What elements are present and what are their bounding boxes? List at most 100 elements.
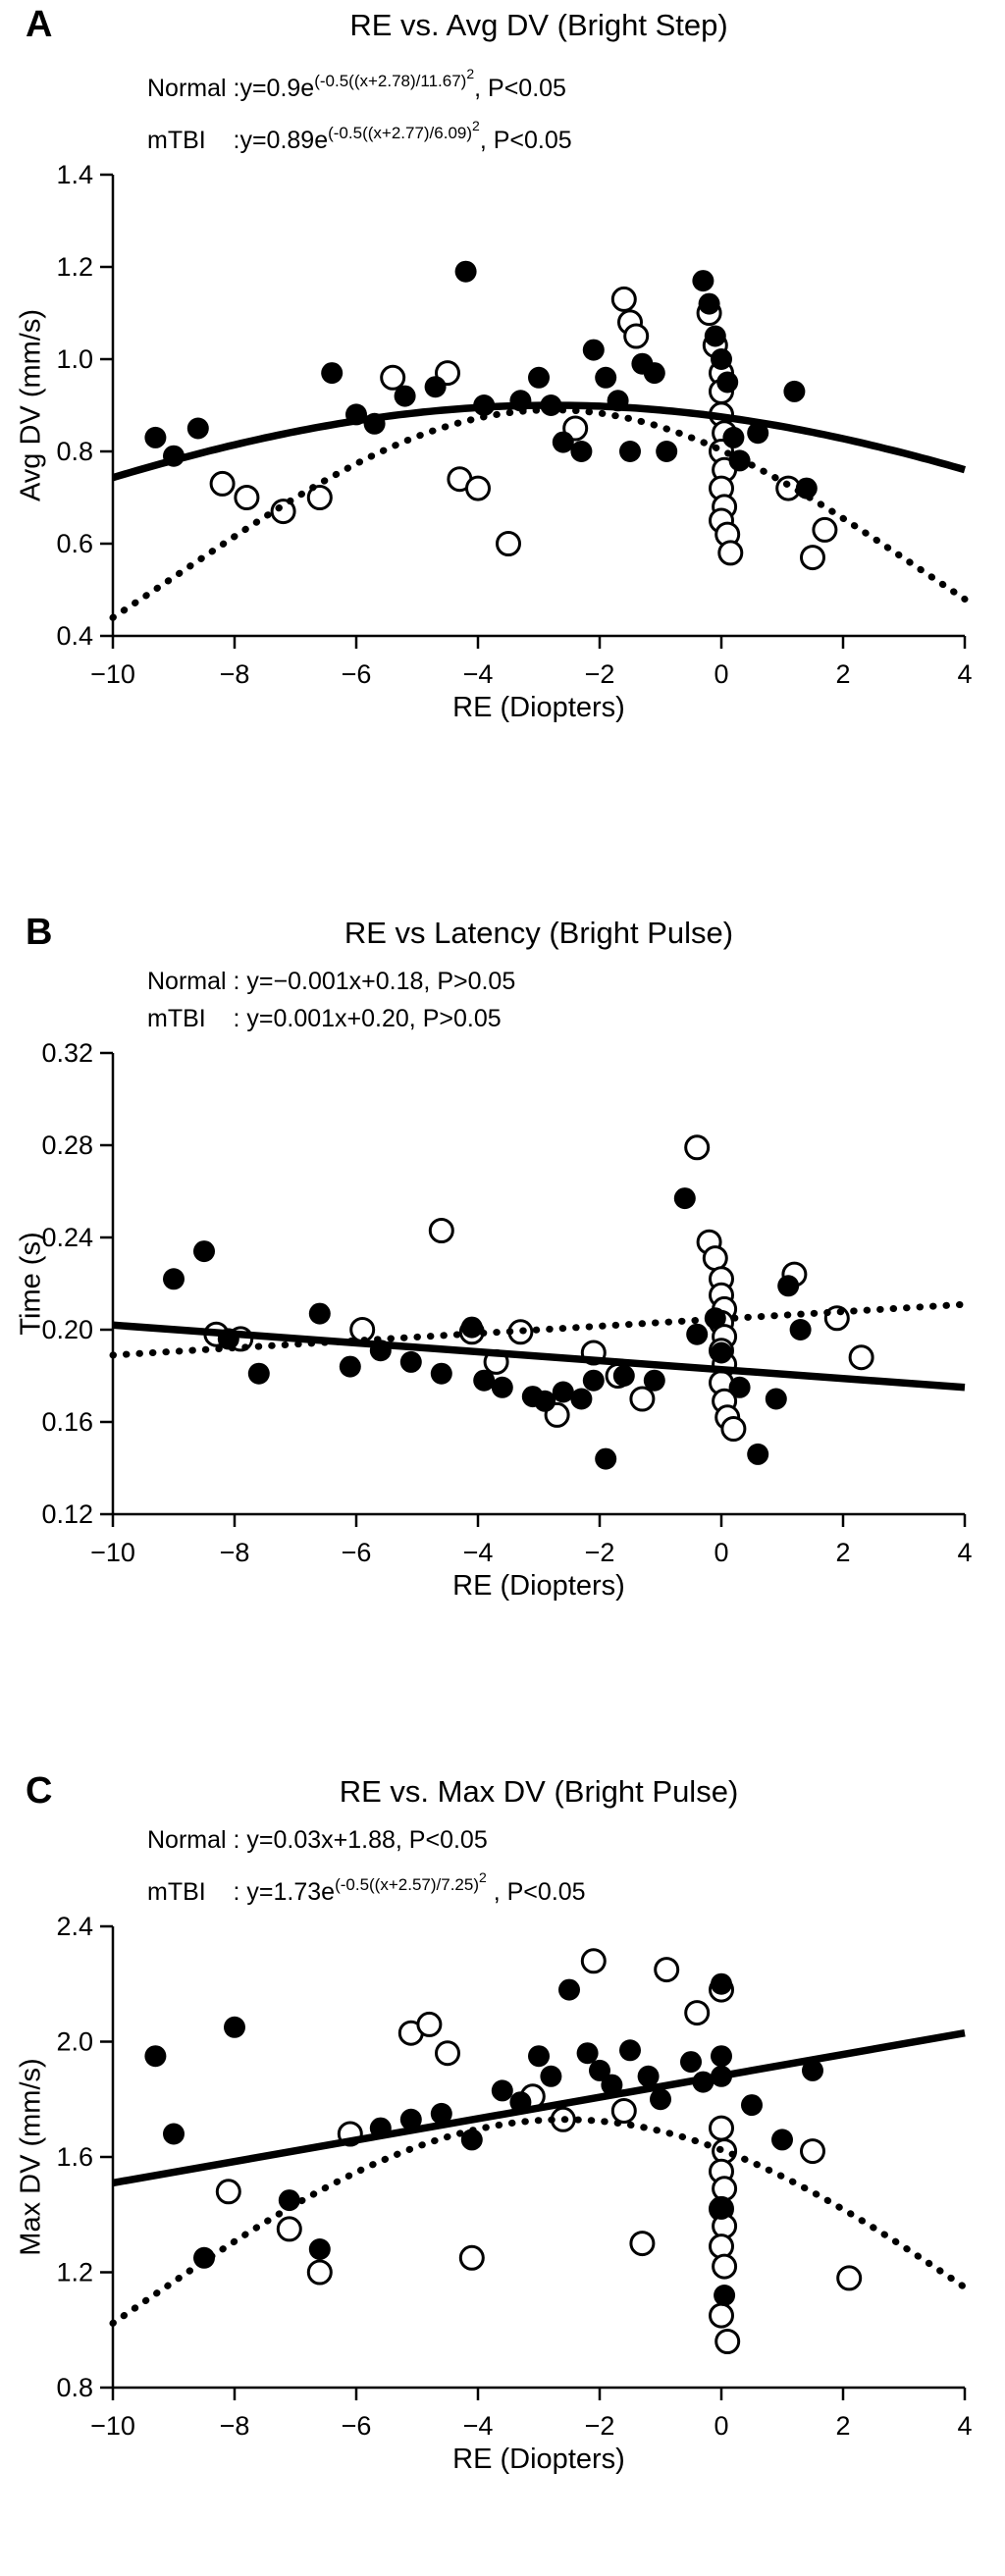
y-tick-label: 0.20: [41, 1315, 93, 1344]
x-tick-label: 2: [835, 2411, 850, 2441]
data-point-Normal: [460, 2129, 483, 2151]
x-tick-label: 4: [957, 1538, 972, 1567]
data-point-Normal: [802, 2059, 823, 2081]
fit-curve-mTBI: [109, 1300, 969, 1359]
x-tick-label: −4: [463, 659, 494, 689]
data-point-mTBI: [684, 2000, 711, 2026]
data-point-Normal: [460, 1316, 483, 1339]
data-point-Normal: [795, 477, 818, 499]
data-point-mTBI: [800, 2138, 825, 2165]
data-point-mTBI: [209, 470, 236, 497]
y-axis-label: Max DV (mm/s): [15, 2058, 47, 2256]
data-point-Normal: [601, 2074, 623, 2096]
x-tick-label: 2: [835, 1538, 850, 1567]
data-point-Normal: [552, 431, 574, 453]
data-point-Normal: [473, 1369, 496, 1392]
data-point-Normal: [595, 1447, 617, 1470]
data-point-Normal: [430, 2102, 452, 2125]
x-tick-label: 4: [957, 659, 972, 689]
data-point-Normal: [714, 2285, 736, 2306]
x-tick-label: 0: [714, 1538, 728, 1567]
data-point-Normal: [589, 2059, 610, 2081]
data-point-Normal: [704, 325, 726, 347]
data-point-Normal: [528, 366, 550, 389]
data-point-Normal: [777, 1275, 800, 1297]
x-tick-label: −2: [585, 2411, 615, 2441]
data-point-mTBI: [684, 1134, 711, 1161]
y-tick-label: 0.12: [41, 1499, 93, 1529]
data-point-Normal: [491, 2079, 513, 2102]
data-point-mTBI: [717, 540, 744, 566]
data-point-Normal: [673, 1187, 696, 1210]
data-point-Normal: [716, 371, 739, 394]
x-tick-label: −6: [342, 2411, 372, 2441]
x-tick-label: −2: [585, 1538, 615, 1567]
data-point-Normal: [193, 1240, 215, 1263]
data-point-mTBI: [714, 2329, 741, 2354]
fit-equations: Normal :y=0.9e(-0.5((x+2.78)/11.67)2, P<…: [147, 55, 1005, 159]
data-point-Normal: [491, 1376, 513, 1398]
data-point-Normal: [399, 1350, 422, 1373]
plot-area: Avg DV (mm/s) 0.4 0.6 0.8 1.0 1.2 1.4 −10 −8 −6 −…: [0, 165, 1005, 700]
y-tick-label: 0.6: [56, 529, 93, 558]
panel-A: A RE vs. Avg DV (Bright Step) Normal :y=…: [0, 0, 1005, 859]
data-point-Normal: [650, 2088, 671, 2111]
y-tick-label: 0.32: [41, 1043, 93, 1068]
data-point-mTBI: [702, 1245, 728, 1272]
data-point-Normal: [144, 2045, 167, 2068]
data-point-mTBI: [215, 2179, 241, 2205]
x-tick-label: −8: [220, 1538, 250, 1567]
data-point-Normal: [692, 270, 714, 292]
fit-equations: Normal : y=−0.001x+0.18, P>0.05 mTBI : y=…: [147, 963, 1005, 1037]
data-point-Normal: [528, 2045, 550, 2068]
data-point-Normal: [576, 2042, 599, 2065]
plot-area: Max DV (mm/s) 0.8 1.2 1.6 2.0 2.4 −10 −8 −6 −4 −2…: [0, 1917, 1005, 2451]
panel-B: B RE vs Latency (Bright Pulse) Normal : …: [0, 859, 1005, 1717]
y-tick-label: 0.28: [41, 1130, 93, 1160]
data-point-Normal: [656, 441, 678, 462]
y-axis-label: Time (s): [15, 1232, 47, 1336]
data-point-Normal: [540, 2065, 562, 2087]
data-point-mTBI: [416, 2011, 443, 2037]
fit-equation: mTBI :y=0.89e(-0.5((x+2.77)/6.09)2, P<0.…: [147, 118, 572, 154]
data-point-mTBI: [306, 2259, 333, 2286]
data-point-Normal: [711, 1341, 732, 1364]
x-tick-label: 0: [714, 659, 728, 689]
data-point-Normal: [619, 441, 641, 462]
data-point-Normal: [728, 1376, 751, 1398]
panel-letter: B: [26, 912, 53, 953]
data-point-mTBI: [654, 1957, 680, 1983]
data-point-Normal: [321, 362, 344, 385]
data-point-Normal: [430, 1362, 452, 1385]
data-point-Normal: [552, 1381, 574, 1403]
data-point-Normal: [612, 1365, 635, 1387]
data-point-mTBI: [709, 2115, 734, 2141]
x-tick-label: −10: [90, 659, 135, 689]
y-tick-label: 1.6: [56, 2142, 93, 2172]
x-tick-label: −8: [220, 2411, 250, 2441]
data-point-Normal: [783, 380, 806, 402]
y-tick-label: 0.8: [56, 2373, 93, 2402]
panel-letter: A: [26, 4, 53, 45]
fit-equation: Normal : y=−0.001x+0.18, P>0.05: [147, 968, 516, 995]
data-point-mTBI: [629, 2231, 656, 2257]
data-point-Normal: [224, 2016, 245, 2038]
panel-title: RE vs. Max DV (Bright Pulse): [339, 1774, 739, 1809]
data-point-Normal: [308, 2238, 331, 2260]
data-point-Normal: [163, 1268, 185, 1290]
data-point-Normal: [595, 366, 617, 389]
data-point-Normal: [144, 426, 167, 448]
fit-equation: Normal :y=0.9e(-0.5((x+2.78)/11.67)2, P<…: [147, 66, 566, 102]
y-tick-label: 0.4: [56, 621, 93, 651]
data-point-Normal: [686, 1323, 709, 1345]
data-point-Normal: [558, 1978, 580, 2001]
data-point-Normal: [424, 376, 447, 398]
panel-C: C RE vs. Max DV (Bright Pulse) Normal : …: [0, 1717, 1005, 2576]
fit-curve-Normal: [112, 1321, 966, 1392]
data-point-Normal: [570, 441, 593, 462]
data-point-Normal: [534, 1390, 556, 1412]
y-tick-label: 1.2: [56, 2258, 93, 2287]
data-point-Normal: [643, 1369, 665, 1392]
y-tick-label: 2.0: [56, 2027, 93, 2057]
